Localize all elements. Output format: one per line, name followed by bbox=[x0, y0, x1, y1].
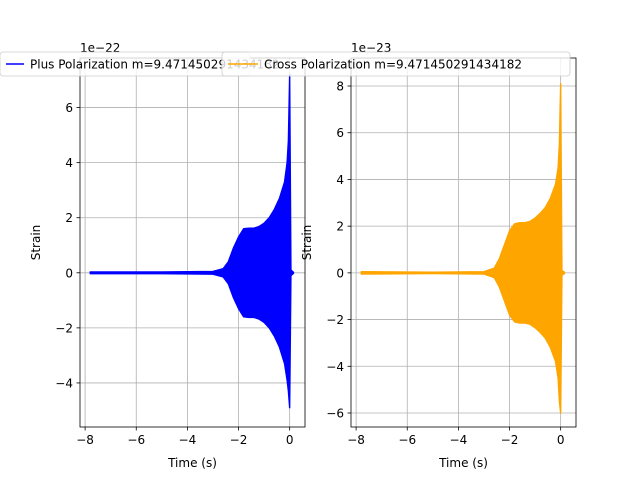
plus-polarization-panel: −8 −6 −4 −2 0 −4 −2 0 2 4 6 1e−22 Time (s) Strain Plus… bbox=[0, 41, 306, 470]
x-tick-label: −2 bbox=[230, 433, 248, 447]
x-tick-label: 0 bbox=[286, 433, 294, 447]
y-offset-label: 1e−22 bbox=[80, 41, 120, 55]
x-tick-label: −4 bbox=[450, 433, 468, 447]
x-tick-label: 0 bbox=[557, 433, 565, 447]
y-offset-label: 1e−23 bbox=[351, 41, 391, 55]
y-tick-label: 4 bbox=[65, 156, 73, 170]
y-tick-label: 6 bbox=[65, 101, 73, 115]
y-tick-label: −6 bbox=[326, 406, 344, 420]
x-axis-label: Time (s) bbox=[167, 456, 217, 470]
y-tick-label: 6 bbox=[336, 126, 344, 140]
legend-label: Plus Polarization m=9.471450291434182 bbox=[30, 58, 280, 72]
x-tick-label: −6 bbox=[398, 433, 416, 447]
y-tick-label: −2 bbox=[326, 313, 344, 327]
y-tick-label: 4 bbox=[336, 173, 344, 187]
series-0-waveform bbox=[89, 73, 295, 409]
y-tick-label: 2 bbox=[336, 220, 344, 234]
y-axis-label: Strain bbox=[29, 225, 43, 261]
legend-label: Cross Polarization m=9.471450291434182 bbox=[264, 58, 522, 72]
y-tick-label: 2 bbox=[65, 211, 73, 225]
y-tick-label: −4 bbox=[55, 376, 73, 390]
y-tick-label: 8 bbox=[336, 80, 344, 94]
y-tick-label: 0 bbox=[336, 266, 344, 280]
series-0-waveform bbox=[360, 82, 566, 414]
x-tick-label: −6 bbox=[127, 433, 145, 447]
x-tick-label: −8 bbox=[76, 433, 94, 447]
x-tick-label: −8 bbox=[347, 433, 365, 447]
x-axis-label: Time (s) bbox=[438, 456, 488, 470]
y-tick-label: −2 bbox=[55, 321, 73, 335]
legend-box bbox=[221, 51, 571, 77]
y-axis-label: Strain bbox=[300, 225, 314, 261]
y-tick-label: 0 bbox=[65, 266, 73, 280]
x-tick-label: −2 bbox=[501, 433, 519, 447]
y-tick-label: −4 bbox=[326, 360, 344, 374]
x-tick-label: −4 bbox=[179, 433, 197, 447]
